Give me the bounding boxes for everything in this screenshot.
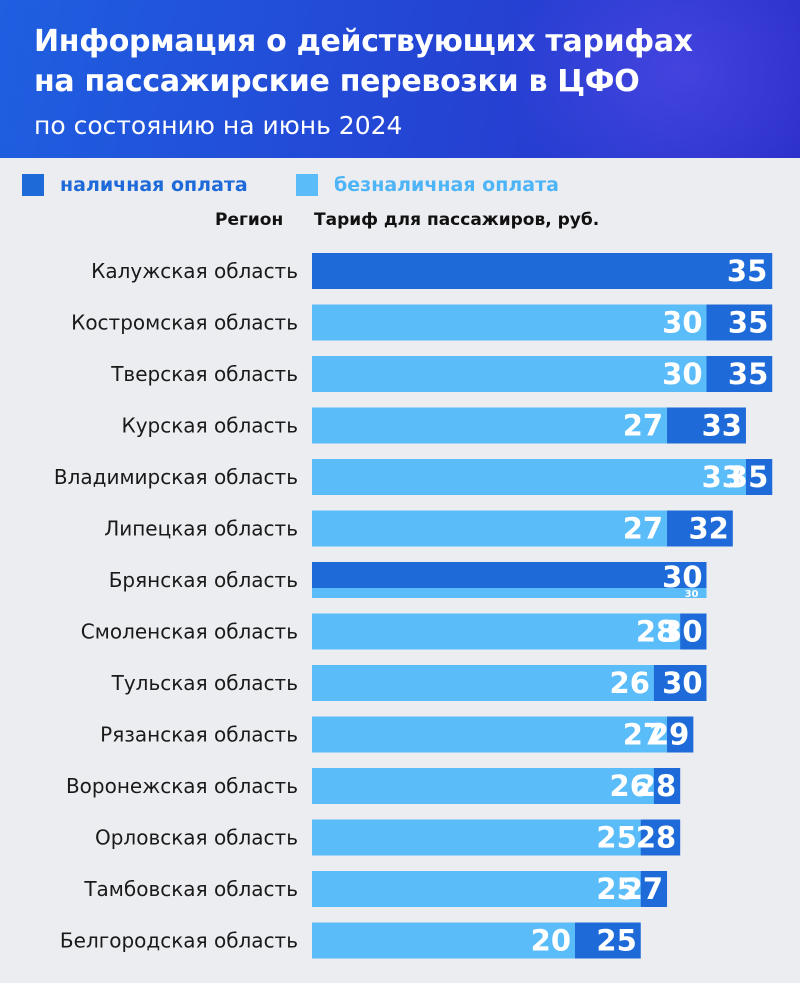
region-label: Рязанская область <box>100 723 298 747</box>
region-label: Липецкая область <box>104 517 298 541</box>
value-label-cash: 35 <box>727 254 767 288</box>
bar-cashless <box>312 407 668 444</box>
header-glow <box>500 0 800 158</box>
value-label-cashless: 26 <box>610 666 650 700</box>
region-label: Брянская область <box>109 568 298 592</box>
value-label-cash: 29 <box>649 718 689 752</box>
value-label-cashless: 30 <box>662 306 702 340</box>
legend-label-cash: наличная оплата <box>60 174 248 196</box>
value-label-cashless: 27 <box>623 512 663 546</box>
value-label-cash: 30 <box>662 666 702 700</box>
bar-cashless <box>312 665 654 701</box>
legend-label-cashless: безналичная оплата <box>334 174 559 196</box>
bar-cashless <box>312 819 641 856</box>
region-label: Смоленская область <box>81 620 298 644</box>
bar-cashless <box>312 768 654 804</box>
value-label-cash: 30 <box>662 560 702 594</box>
bar-cash <box>312 562 707 588</box>
region-label: Воронежская область <box>66 774 298 798</box>
chart-subtitle: по состоянию на июнь 2024 <box>34 111 403 140</box>
value-label-cashless: 27 <box>623 409 663 443</box>
title-line-1: Информация о действующих тарифах <box>34 24 693 59</box>
title-line-2: на пассажирские перевозки в ЦФО <box>34 64 640 99</box>
region-label: Костромская область <box>71 311 298 335</box>
region-label: Тверская область <box>110 362 298 386</box>
value-label-cashless: 28 <box>636 615 676 649</box>
value-label-cashless: 30 <box>685 589 699 600</box>
header-banner: Информация о действующих тарифах на пасс… <box>0 0 800 158</box>
value-label-cash: 33 <box>702 409 742 443</box>
value-label-cash: 35 <box>728 460 768 494</box>
value-label-cashless: 33 <box>702 460 742 494</box>
region-label: Тульская область <box>111 671 298 695</box>
legend: наличная оплата безналичная оплата <box>0 170 800 200</box>
value-label-cash: 27 <box>623 872 663 906</box>
chart-title: Информация о действующих тарифах на пасс… <box>34 22 693 102</box>
legend-swatch-cashless <box>296 174 318 196</box>
value-label-cashless: 25 <box>596 821 636 855</box>
value-label-cash: 32 <box>688 512 728 546</box>
bar-cashless <box>312 588 707 598</box>
value-label-cash: 35 <box>728 357 768 391</box>
value-label-cashless: 27 <box>623 718 663 752</box>
bar-cashless <box>312 922 575 959</box>
value-label-cashless: 26 <box>610 769 650 803</box>
column-header-tariff: Тариф для пассажиров, руб. <box>314 210 600 230</box>
value-label-cash: 28 <box>636 769 676 803</box>
legend-swatch-cash <box>22 174 44 196</box>
bar-cashless <box>312 716 668 753</box>
value-label-cashless: 25 <box>596 872 636 906</box>
region-label: Белгородская область <box>60 929 298 953</box>
value-label-cash: 28 <box>636 821 676 855</box>
region-label: Калужская область <box>91 259 298 283</box>
legend-item-cash: наличная оплата <box>22 170 248 200</box>
value-label-cash: 30 <box>662 615 702 649</box>
bar-cashless <box>312 459 746 495</box>
bar-chart: Калужская область 35 Костромская область 30… <box>54 253 773 959</box>
region-label: Владимирская область <box>54 465 298 489</box>
region-label: Орловская область <box>95 826 298 850</box>
value-label-cash: 35 <box>728 306 768 340</box>
column-header-region: Регион <box>215 210 284 230</box>
bar-cashless <box>312 613 681 650</box>
value-label-cashless: 30 <box>662 357 702 391</box>
bar-cashless <box>312 871 641 907</box>
legend-item-cashless: безналичная оплата <box>296 170 559 200</box>
bar-cashless <box>312 510 668 547</box>
region-label: Курская область <box>122 414 299 438</box>
bar-cashless <box>312 304 707 341</box>
value-label-cash: 25 <box>596 924 636 958</box>
bar-cashless <box>312 356 707 392</box>
region-label: Тамбовская область <box>83 877 298 901</box>
value-label-cashless: 20 <box>531 924 571 958</box>
bar-cash <box>312 253 773 289</box>
